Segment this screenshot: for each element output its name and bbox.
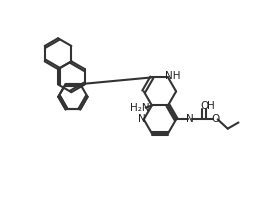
Text: O: O xyxy=(200,100,209,111)
Text: O: O xyxy=(211,114,220,125)
Text: NH: NH xyxy=(165,71,180,81)
Text: N: N xyxy=(138,114,145,125)
Text: H₂N: H₂N xyxy=(130,103,149,113)
Text: N: N xyxy=(186,114,194,125)
Text: H: H xyxy=(207,100,215,111)
